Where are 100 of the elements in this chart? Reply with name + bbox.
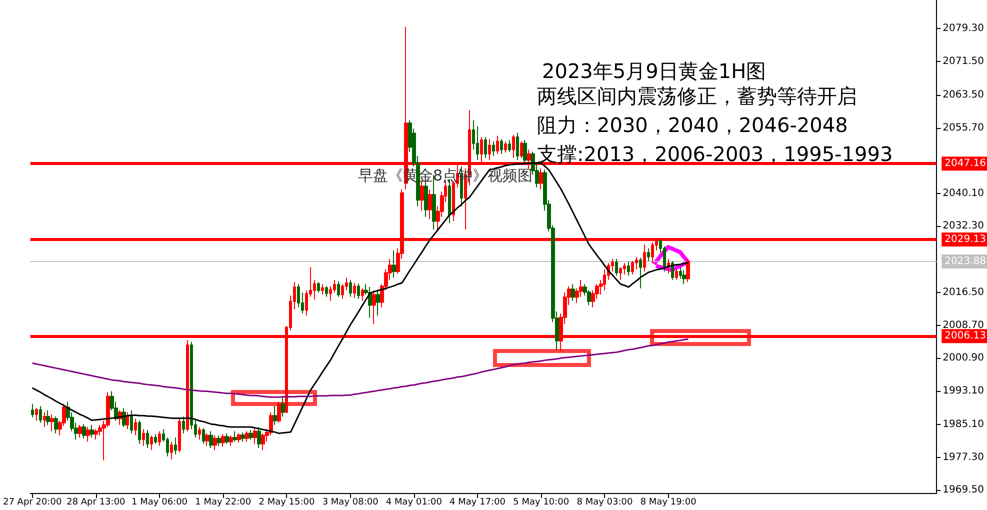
candlestick bbox=[615, 258, 618, 276]
x-tick-label: 2 May 15:00 bbox=[258, 498, 315, 508]
candlestick bbox=[78, 424, 82, 438]
candlestick bbox=[484, 136, 487, 159]
candlestick bbox=[492, 140, 495, 156]
candlestick bbox=[134, 418, 137, 436]
candlestick bbox=[639, 257, 642, 289]
y-tick-label: 2055.70 bbox=[942, 122, 984, 134]
candlestick bbox=[353, 282, 356, 298]
annotation: 支撑:2013，2006-2003，1995-1993 bbox=[537, 142, 893, 166]
candlestick bbox=[631, 260, 634, 275]
candlestick bbox=[150, 434, 153, 451]
candlestick bbox=[50, 414, 54, 432]
candlestick bbox=[46, 410, 50, 426]
candlestick bbox=[682, 270, 686, 285]
y-tick-label: 1977.30 bbox=[942, 452, 984, 463]
candlestick bbox=[643, 244, 646, 272]
candlestick bbox=[257, 426, 261, 449]
y-tick-label: 2000.90 bbox=[942, 352, 984, 364]
x-tick-label: 3 May 08:00 bbox=[322, 498, 379, 508]
candlestick bbox=[281, 397, 285, 418]
x-tick-label: 8 May 19:00 bbox=[640, 498, 697, 508]
x-tick-label: 27 Apr 20:00 bbox=[2, 498, 62, 508]
candlestick bbox=[376, 289, 380, 316]
candlestick bbox=[277, 401, 281, 424]
ref-line-label: 2047.16 bbox=[944, 158, 986, 170]
candlestick bbox=[253, 428, 257, 444]
candlestick bbox=[205, 432, 209, 446]
candlestick bbox=[170, 441, 173, 460]
x-tick-label: 4 May 01:00 bbox=[386, 498, 442, 508]
candlestick bbox=[182, 416, 185, 434]
candlestick bbox=[154, 434, 157, 444]
candlestick bbox=[35, 408, 38, 422]
ref-line-label: 2023.88 bbox=[944, 256, 986, 268]
candlestick bbox=[392, 250, 396, 278]
candlestick bbox=[432, 174, 436, 230]
candlestick bbox=[43, 412, 46, 428]
candlestick bbox=[571, 284, 575, 302]
candlestick bbox=[241, 432, 245, 442]
candlestick bbox=[90, 424, 94, 438]
candlestick bbox=[174, 437, 177, 455]
candlestick bbox=[512, 134, 515, 159]
candlestick bbox=[686, 258, 690, 283]
line-series bbox=[32, 162, 689, 434]
candlestick bbox=[321, 284, 324, 296]
candlestick bbox=[671, 260, 674, 280]
candlestick bbox=[126, 412, 129, 430]
candlestick bbox=[209, 430, 213, 449]
annotation: 两线区间内震荡修正，蓄势等待开启 bbox=[537, 84, 857, 108]
candlestick bbox=[349, 279, 352, 298]
candlestick bbox=[138, 420, 141, 444]
x-tick-label: 4 May 17:00 bbox=[450, 498, 506, 508]
candlestick bbox=[317, 282, 320, 294]
x-tick-label: 1 May 06:00 bbox=[132, 498, 188, 508]
candlestick bbox=[229, 434, 233, 446]
x-tick-label: 5 May 10:00 bbox=[513, 498, 570, 508]
candlestick bbox=[504, 140, 507, 154]
candlestick bbox=[500, 138, 503, 154]
candlestick bbox=[198, 426, 201, 440]
candlestick bbox=[245, 430, 249, 442]
ref-line-label: 2029.13 bbox=[944, 234, 986, 245]
y-tick-label: 2040.10 bbox=[942, 188, 984, 199]
candlestick bbox=[261, 432, 265, 451]
y-tick-label: 2071.50 bbox=[942, 56, 984, 67]
candlestick bbox=[325, 286, 328, 298]
candlestick bbox=[142, 428, 145, 446]
candlestick bbox=[249, 429, 253, 440]
y-tick-label: 2008.70 bbox=[942, 320, 984, 331]
candlestick bbox=[237, 432, 241, 444]
x-tick-label: 8 May 03:00 bbox=[576, 498, 633, 508]
candlestick bbox=[225, 432, 229, 444]
y-tick-label: 2032.30 bbox=[942, 220, 984, 232]
y-tick-label: 2016.50 bbox=[942, 287, 984, 298]
x-tick-label: 28 Apr 13:00 bbox=[66, 498, 126, 508]
candlestick bbox=[86, 426, 90, 442]
y-tick-label: 2079.30 bbox=[942, 23, 984, 34]
candlestick bbox=[488, 138, 491, 161]
candlestick bbox=[202, 428, 205, 444]
candlestick bbox=[39, 406, 42, 424]
candlestick bbox=[675, 268, 678, 280]
candlestick bbox=[82, 424, 86, 439]
ref-line-label: 2006.13 bbox=[944, 330, 986, 342]
candlestick bbox=[357, 283, 360, 300]
candlestick bbox=[213, 434, 217, 451]
candlestick bbox=[496, 135, 499, 154]
candlestick bbox=[428, 189, 432, 220]
candlestick bbox=[217, 434, 221, 446]
y-tick-label: 2063.50 bbox=[942, 89, 984, 100]
candlestick bbox=[667, 258, 670, 274]
x-tick-label: 1 May 22:00 bbox=[195, 498, 252, 508]
candlestick bbox=[233, 430, 237, 442]
candlestick bbox=[523, 139, 527, 165]
candlestick bbox=[94, 428, 98, 440]
candlestick bbox=[508, 139, 511, 152]
annotation: 阻力：2030，2040，2046-2048 bbox=[537, 113, 848, 137]
line-series bbox=[32, 338, 689, 398]
candlestick bbox=[146, 429, 149, 449]
y-tick-label: 1969.50 bbox=[942, 484, 984, 496]
candlestick bbox=[420, 180, 424, 212]
candlestick bbox=[221, 434, 225, 448]
